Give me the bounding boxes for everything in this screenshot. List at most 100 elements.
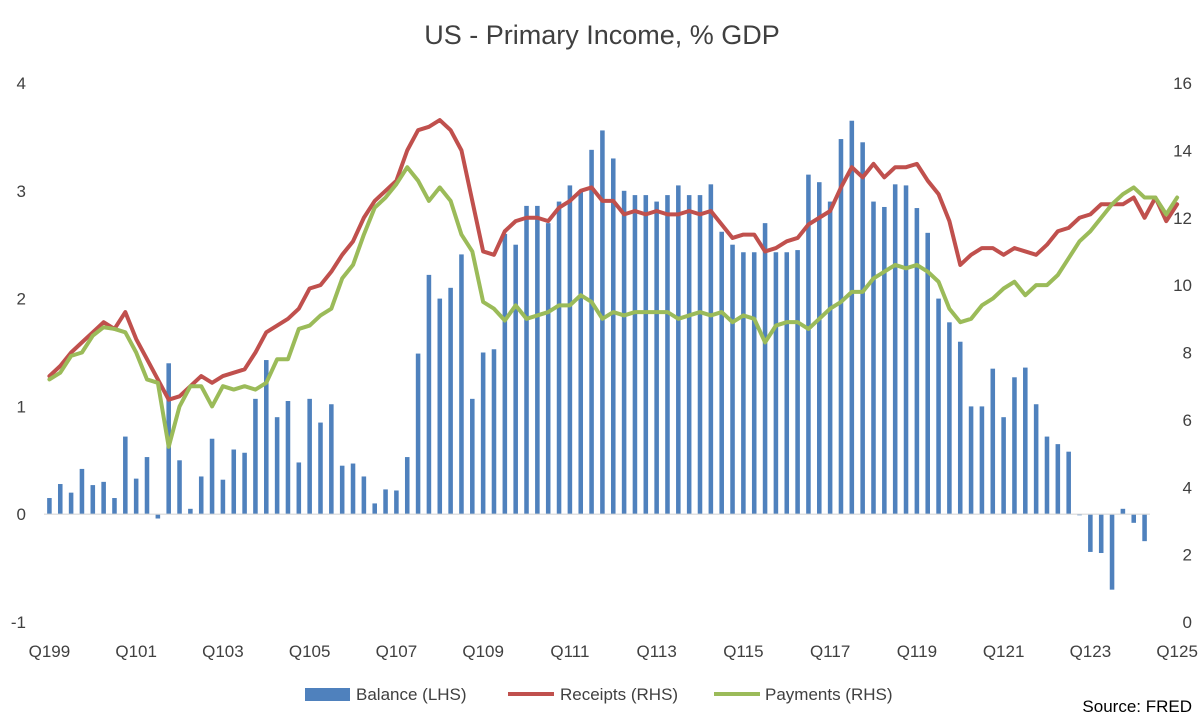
left-tick-label: 0 (17, 505, 26, 524)
balance-bar (860, 142, 865, 515)
right-tick-label: 4 (1183, 478, 1192, 497)
x-tick-label: Q125 (1156, 642, 1198, 661)
left-tick-label: 2 (17, 290, 26, 309)
balance-bar (817, 182, 822, 515)
balance-bar (545, 223, 551, 515)
left-tick-label: 4 (17, 74, 26, 93)
balance-bar (968, 406, 974, 515)
balance-bar (697, 195, 703, 515)
balance-bar (795, 250, 800, 515)
balance-bar (578, 190, 584, 515)
balance-bar (1131, 514, 1137, 523)
right-tick-label: 16 (1173, 74, 1192, 93)
balance-bar (372, 503, 377, 515)
balance-bar (1001, 417, 1006, 515)
balance-bar (68, 492, 74, 515)
balance-bar (600, 130, 605, 515)
x-tick-label: Q123 (1070, 642, 1112, 661)
balance-bar (708, 184, 714, 515)
balance-bar (524, 205, 529, 515)
balance-bar (123, 436, 128, 515)
balance-bar (892, 184, 898, 515)
balance-bar (1055, 444, 1061, 515)
balance-bar (827, 201, 833, 515)
balance-bar (350, 463, 356, 515)
line-series (47, 118, 1180, 449)
balance-bar (654, 201, 659, 515)
balance-bar (57, 484, 63, 515)
x-tick-label: Q119 (897, 642, 937, 661)
balance-bar (947, 322, 952, 515)
balance-bar (274, 417, 280, 515)
x-tick-label: Q121 (983, 642, 1025, 661)
balance-bar (676, 185, 681, 515)
balance-bar (719, 231, 724, 515)
left-tick-label: -1 (11, 613, 26, 632)
balance-bar (903, 185, 909, 515)
balance-bar (242, 452, 247, 515)
balance-bar (1109, 514, 1115, 590)
balance-bar (762, 223, 768, 515)
balance-bar (784, 252, 790, 515)
x-tick-label: Q117 (810, 642, 850, 661)
x-tick-label: Q103 (202, 642, 244, 661)
balance-bar (307, 398, 312, 515)
balance-bar (459, 254, 464, 515)
x-axis-ticks: Q199 Q101 Q103 Q105 Q107 Q109 Q111 Q113 Q115 Q117… (29, 642, 1198, 661)
balance-bar (621, 190, 627, 515)
balance-bar (155, 514, 161, 519)
x-tick-label: Q113 (636, 642, 676, 661)
balance-bar (480, 352, 486, 515)
right-tick-label: 10 (1173, 276, 1192, 295)
balance-bar (990, 368, 996, 515)
chart-title: US - Primary Income, % GDP (424, 20, 780, 50)
balance-bar (133, 478, 139, 515)
balance-bar (339, 465, 345, 515)
right-tick-label: 12 (1173, 209, 1192, 228)
balance-bar (751, 252, 757, 515)
balance-bar (253, 398, 258, 515)
balance-bar (285, 401, 291, 515)
x-tick-label: Q107 (376, 642, 418, 661)
balance-bar (1142, 514, 1147, 542)
x-tick-label: Q105 (289, 642, 331, 661)
balance-bar (925, 232, 930, 515)
balance-bar (47, 498, 52, 515)
balance-bar (318, 422, 323, 515)
balance-bar (806, 174, 811, 515)
left-tick-label: 1 (17, 397, 26, 416)
balance-bar (448, 287, 453, 515)
balance-bar (209, 438, 215, 515)
balance-bar (1066, 451, 1071, 515)
balance-bar (188, 508, 193, 515)
balance-bar (1088, 514, 1093, 552)
x-tick-label: Q115 (723, 642, 763, 661)
balance-bar (979, 406, 985, 515)
right-tick-label: 14 (1173, 141, 1192, 160)
balance-bar (773, 252, 779, 515)
balance-bar (220, 479, 226, 515)
balance-bar (882, 206, 887, 515)
balance-bar (936, 298, 941, 515)
balance-bar (112, 498, 117, 515)
x-tick-label: Q101 (115, 642, 157, 661)
balance-bar (838, 139, 844, 515)
balance-bar (361, 476, 367, 515)
balance-bar (394, 490, 399, 515)
legend: Balance (LHS) Receipts (RHS) Payments (R… (305, 685, 893, 704)
balance-bar (437, 298, 443, 515)
balance-bar (231, 449, 237, 515)
x-tick-label: Q199 (29, 642, 71, 661)
right-tick-label: 2 (1183, 546, 1192, 565)
balance-bar (665, 195, 670, 515)
balance-bar (383, 489, 388, 515)
balance-bar (502, 233, 508, 515)
source-note: Source: FRED (1082, 697, 1192, 716)
balance-bar (470, 398, 475, 515)
balance-bar (741, 252, 746, 515)
x-tick-label: Q109 (462, 642, 504, 661)
balance-bar (730, 244, 735, 515)
balance-bar (871, 201, 876, 515)
x-tick-label: Q111 (550, 642, 589, 661)
